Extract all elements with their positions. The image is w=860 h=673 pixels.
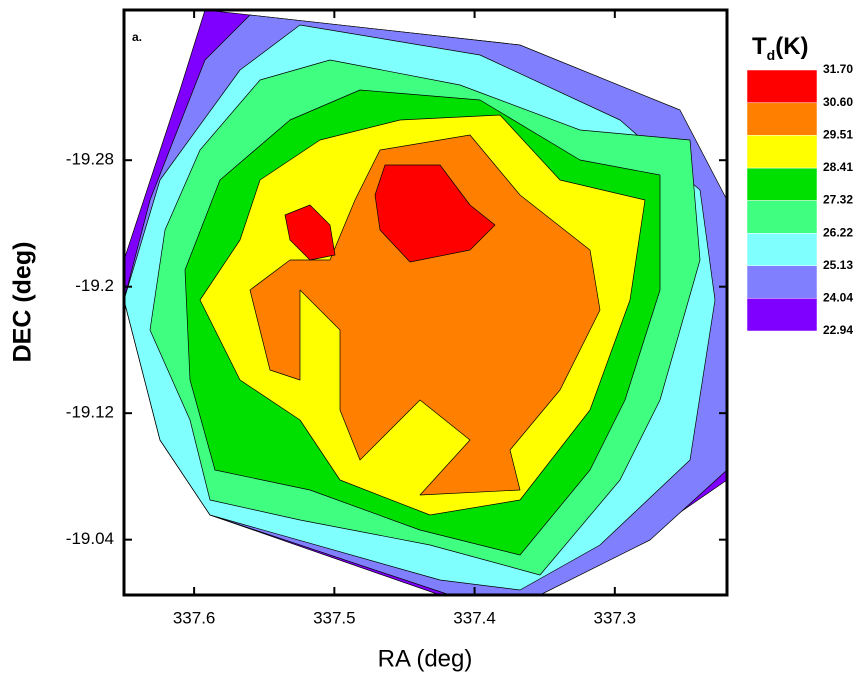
colorbar-title-unit: (K) (775, 33, 808, 60)
colorbar-label: 27.32 (823, 193, 853, 207)
colorbar-label: 26.22 (823, 225, 853, 239)
y-tick-label: -19.04 (66, 529, 114, 548)
plot-area (124, 10, 727, 595)
y-tick-label: -19.2 (75, 276, 114, 295)
colorbar-band (746, 297, 818, 332)
colorbar-label: 24.04 (823, 290, 853, 304)
colorbar-band (746, 200, 818, 234)
x-tick-label: 337.4 (453, 608, 496, 627)
colorbar-label: 28.41 (823, 160, 853, 174)
x-tick-label: 337.6 (173, 608, 216, 627)
y-tick-label: -19.12 (66, 403, 114, 422)
colorbar-band (746, 135, 818, 169)
y-axis-title: DEC (deg) (9, 242, 37, 363)
colorbar-band (746, 102, 818, 136)
contour-region (249, 134, 601, 496)
colorbar-band (746, 233, 818, 266)
colorbar-band (746, 167, 818, 201)
colorbar-label: 22.94 (823, 323, 853, 337)
colorbar-title: Td(K) (752, 33, 809, 62)
colorbar-label: 31.70 (823, 62, 853, 76)
x-axis-title: RA (deg) (378, 645, 473, 672)
plot-frame (122, 8, 729, 597)
colorbar-band (746, 69, 818, 104)
contour-region (284, 204, 336, 261)
panel-label: a. (132, 30, 142, 44)
x-tick-label: 337.5 (313, 608, 356, 627)
colorbar-title-main: T (752, 33, 767, 60)
y-tick-label: -19.28 (66, 150, 114, 169)
contour-region (374, 164, 496, 263)
colorbar-title-sub: d (767, 47, 776, 63)
colorbar-label: 29.51 (823, 127, 853, 141)
colorbar-band (746, 265, 818, 299)
colorbar-label: 30.60 (823, 95, 853, 109)
x-tick-label: 337.3 (594, 608, 637, 627)
colorbar-label: 25.13 (823, 258, 853, 272)
